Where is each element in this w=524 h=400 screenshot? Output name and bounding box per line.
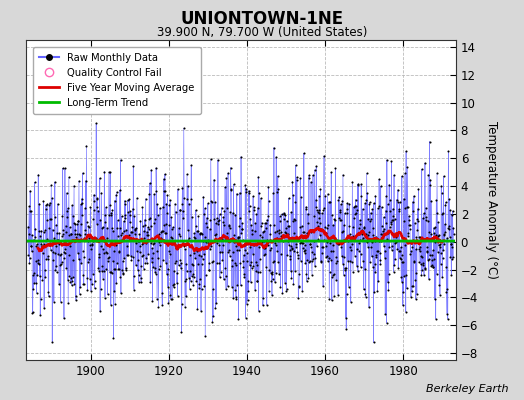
- Y-axis label: Temperature Anomaly (°C): Temperature Anomaly (°C): [485, 121, 498, 279]
- Text: UNIONTOWN-1NE: UNIONTOWN-1NE: [180, 10, 344, 28]
- Text: Berkeley Earth: Berkeley Earth: [426, 384, 508, 394]
- Legend: Raw Monthly Data, Quality Control Fail, Five Year Moving Average, Long-Term Tren: Raw Monthly Data, Quality Control Fail, …: [34, 47, 201, 114]
- Text: 39.900 N, 79.700 W (United States): 39.900 N, 79.700 W (United States): [157, 26, 367, 39]
